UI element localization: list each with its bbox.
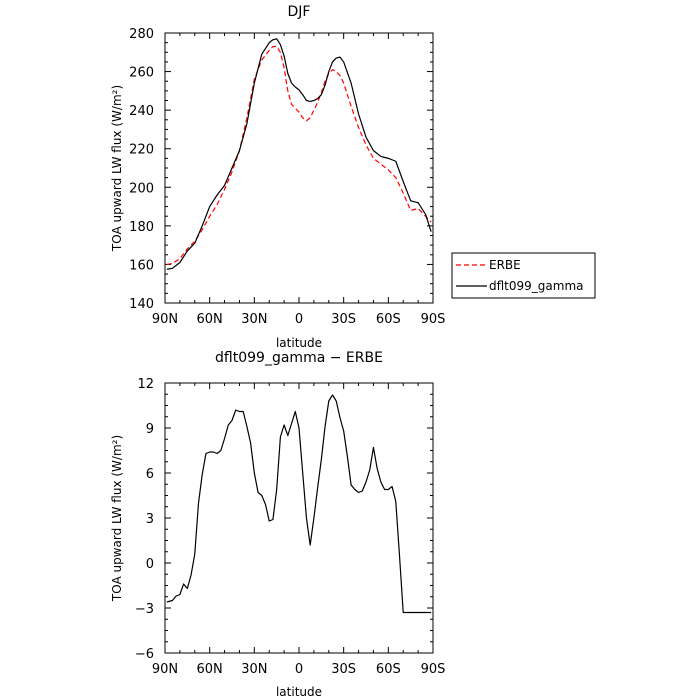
bottom-x-tick-label: 60N	[197, 662, 223, 677]
legend-box	[451, 252, 596, 299]
top-y-tick-labels: 140 160 180 200 220 240 260 280	[129, 27, 154, 312]
top-plot-frame	[164, 32, 434, 304]
top-x-tick-label: 60S	[376, 312, 401, 327]
bottom-y-tick-label: 0	[146, 557, 154, 572]
top-y-tick-label: 140	[129, 297, 154, 312]
top-y-tick-label: 280	[129, 27, 154, 42]
bottom-x-tick-labels: 90N 60N 30N 0 30S 60S 90S	[152, 662, 446, 677]
top-y-axis-label: TOA upward LW flux (W/m²)	[110, 85, 124, 252]
top-x-tick-label: 90N	[152, 312, 178, 327]
top-y-tick-label: 200	[129, 181, 154, 196]
bottom-x-tick-label: 30S	[331, 662, 356, 677]
top-x-axis-label: latitude	[276, 336, 322, 350]
bottom-x-tick-label: 30N	[241, 662, 267, 677]
bottom-y-tick-label: −6	[135, 647, 154, 662]
top-chart-title: DJF	[288, 4, 311, 20]
bottom-x-tick-label: 90S	[421, 662, 446, 677]
top-panel: DJF 90N 60N 30N 0 30S 60S 90S 140 160 180 200 220 2…	[110, 4, 445, 350]
top-y-tick-label: 220	[129, 143, 154, 158]
bottom-y-tick-label: 9	[146, 422, 154, 437]
top-x-tick-label: 90S	[421, 312, 446, 327]
legend-label-erbe: ERBE	[489, 258, 521, 272]
bottom-plot-frame	[164, 382, 434, 654]
top-x-tick-label: 0	[295, 312, 303, 327]
top-series-lines	[166, 38, 432, 270]
bottom-y-axis-label: TOA upward LW flux (W/m²)	[110, 435, 124, 602]
bottom-y-tick-label: 12	[137, 377, 154, 392]
bottom-y-tick-label: 3	[146, 512, 154, 527]
bottom-x-tick-label: 60S	[376, 662, 401, 677]
top-y-tick-label: 240	[129, 104, 154, 119]
bottom-tick-marks	[164, 382, 434, 654]
bottom-series-line-difference	[166, 394, 432, 614]
bottom-chart-title: dflt099_gamma − ERBE	[215, 350, 383, 366]
top-y-tick-label: 160	[129, 258, 154, 273]
bottom-x-tick-label: 90N	[152, 662, 178, 677]
top-x-tick-labels: 90N 60N 30N 0 30S 60S 90S	[152, 312, 446, 327]
top-x-tick-label: 60N	[197, 312, 223, 327]
top-y-tick-label: 260	[129, 66, 154, 81]
top-series-line-dflt099-gamma	[166, 38, 432, 270]
top-x-tick-label: 30N	[241, 312, 267, 327]
top-y-tick-label: 180	[129, 220, 154, 235]
legend-label-dflt099-gamma: dflt099_gamma	[489, 279, 584, 293]
bottom-y-tick-label: −3	[135, 602, 154, 617]
bottom-panel: dflt099_gamma − ERBE 90N 60N 30N 0 30S 60S 90S…	[110, 350, 445, 699]
bottom-series-lines	[166, 394, 432, 614]
bottom-x-axis-label: latitude	[276, 685, 322, 699]
top-tick-marks	[164, 32, 434, 304]
top-series-line-erbe	[166, 45, 432, 266]
legend: ERBE dflt099_gamma	[451, 252, 596, 299]
bottom-x-tick-label: 0	[295, 662, 303, 677]
bottom-y-tick-labels: −6 −3 0 3 6 9 12	[135, 377, 154, 662]
bottom-y-tick-label: 6	[146, 467, 154, 482]
top-x-tick-label: 30S	[331, 312, 356, 327]
